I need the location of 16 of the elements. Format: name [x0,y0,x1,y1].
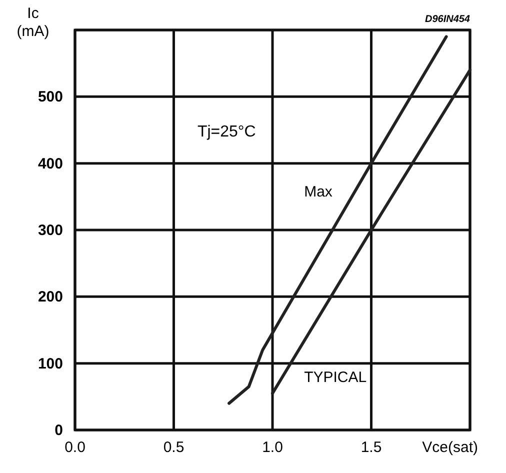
x-tick-label: 1.0 [262,439,283,456]
y-tick-label: 100 [38,355,63,372]
text: D96IN454 [424,14,470,25]
annotation: Tj=25°C [197,124,256,141]
y-tick-label: 500 [38,88,63,106]
series-label: Max [304,184,333,201]
x-tick-label: 0.0 [64,439,86,456]
y-axis-title: Ic (mA) [16,5,50,40]
y-tick-label: 200 [38,288,63,306]
y-tick-label: 400 [38,155,63,172]
x-tick-label: 1.5 [360,439,382,456]
x-axis-title: Vce(sat) [422,439,478,456]
x-tick-label: 0.5 [163,439,184,456]
y-tick-label: 0 [54,422,63,439]
y-tick-label: 300 [38,222,63,239]
series-label: TYPICAL [304,369,367,386]
